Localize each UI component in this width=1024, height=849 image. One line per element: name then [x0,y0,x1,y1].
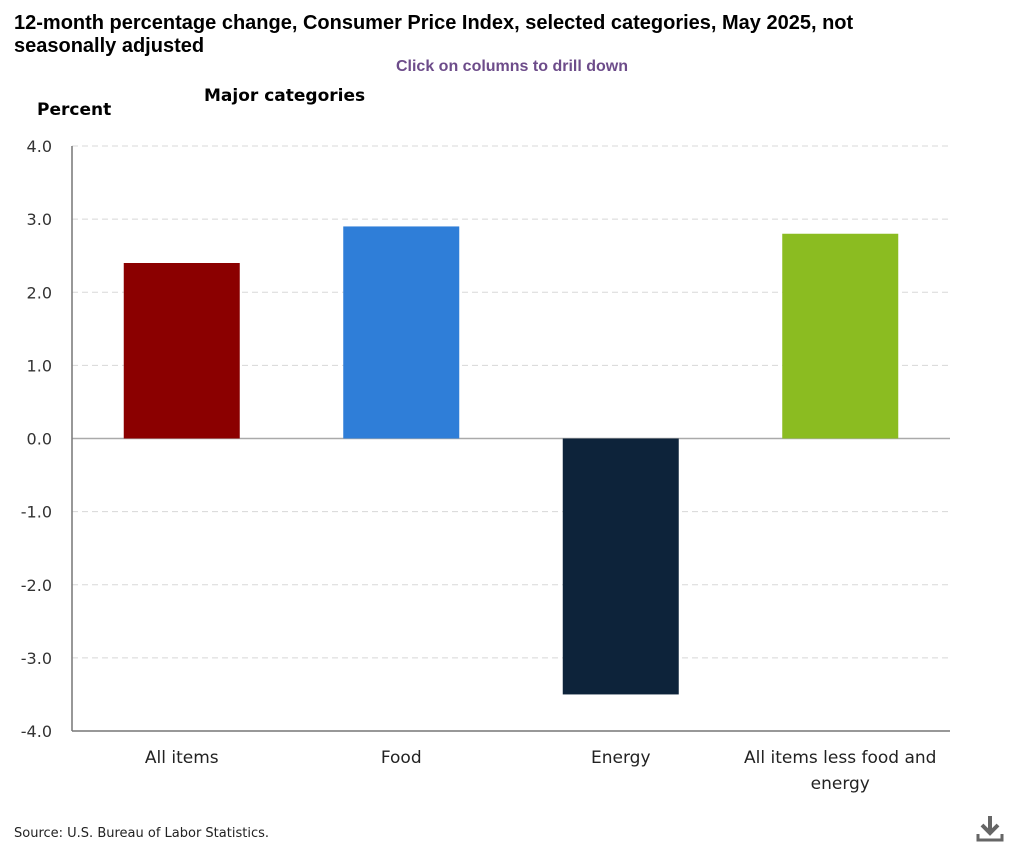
download-icon[interactable] [974,812,1006,844]
y-tick-label: 4.0 [27,137,52,156]
y-tick-label: 1.0 [27,356,52,375]
y-tick-label: 3.0 [27,210,52,229]
x-tick-label: All items [145,748,219,768]
bar[interactable] [782,233,899,439]
bar-chart: 4.0 3.0 2.0 1.0 0.0 -1.0 -2.0 -3.0 -4.0 All items… [21,137,950,794]
y-tick-label: -4.0 [21,722,52,741]
source-note: Source: U.S. Bureau of Labor Statistics. [14,826,269,841]
x-tick-label: energy [811,774,870,794]
y-tick-label: -3.0 [21,649,52,668]
bar[interactable] [343,226,460,439]
chart-title: 12-month percentage change, Consumer Pri… [14,12,854,57]
x-tick-label: All items less food and [744,748,936,768]
x-tick-label: Energy [591,748,651,768]
chart-subtitle: Click on columns to drill down [395,58,628,75]
y-tick-label: 2.0 [27,283,52,302]
x-tick-label: Food [381,748,422,768]
y-tick-label: -2.0 [21,576,52,595]
section-label: Major categories [204,86,366,106]
y-axis-label: Percent [37,100,112,120]
bar[interactable] [562,438,679,695]
y-tick-label: 0.0 [27,430,52,449]
bar[interactable] [123,263,240,439]
y-tick-label: -1.0 [21,503,52,522]
